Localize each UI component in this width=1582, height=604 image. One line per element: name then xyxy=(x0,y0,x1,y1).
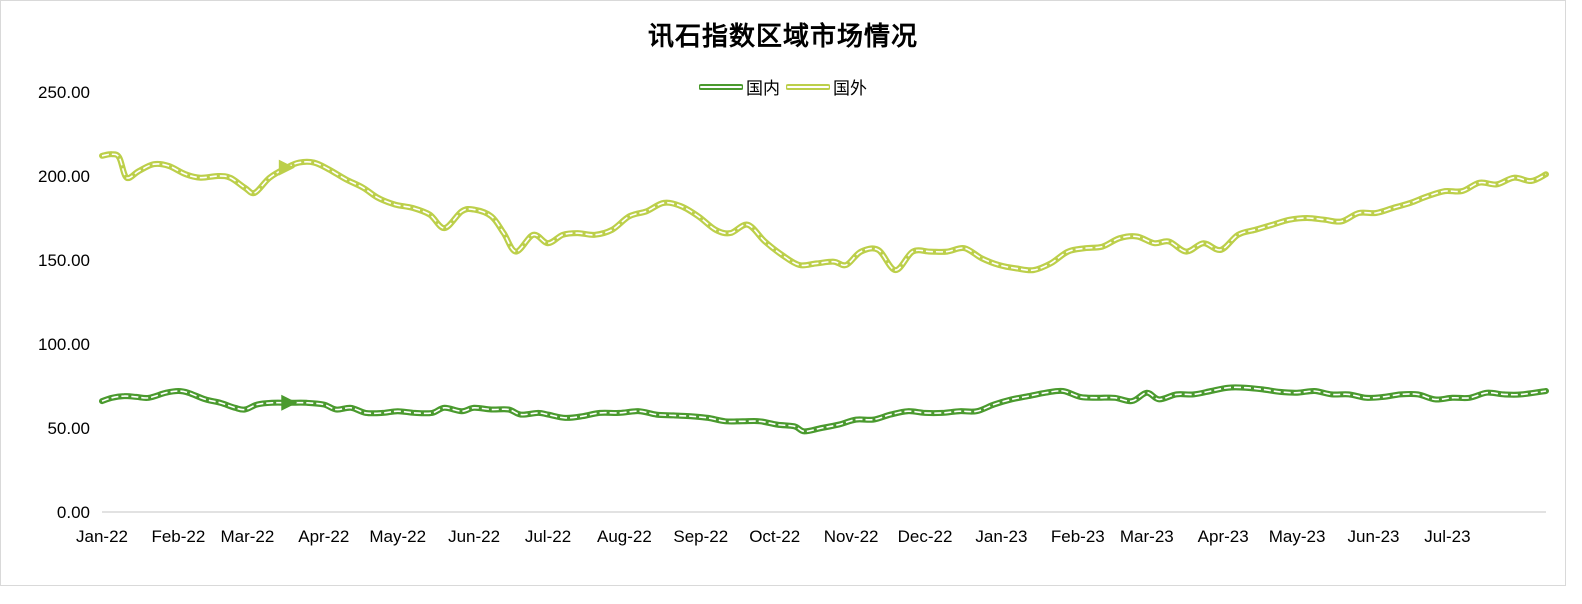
x-tick-label: Dec-22 xyxy=(898,527,953,546)
x-tick-label: Aug-22 xyxy=(597,527,652,546)
legend-item-domestic: 国内 xyxy=(699,74,780,99)
x-tick-label: Jul-22 xyxy=(525,527,571,546)
legend-swatch-domestic xyxy=(699,83,743,90)
x-tick-label: Feb-23 xyxy=(1051,527,1105,546)
x-tick-label: Oct-22 xyxy=(749,527,800,546)
series-line-inner-foreign xyxy=(101,153,1547,272)
x-tick-label: Mar-22 xyxy=(220,527,274,546)
y-tick-label: 0.00 xyxy=(57,503,90,522)
x-tick-label: Apr-23 xyxy=(1198,527,1249,546)
x-tick-label: Apr-22 xyxy=(298,527,349,546)
y-tick-label: 50.00 xyxy=(47,419,90,438)
y-tick-label: 250.00 xyxy=(38,83,90,102)
x-tick-label: Nov-22 xyxy=(824,527,879,546)
legend-item-foreign: 国外 xyxy=(786,74,867,99)
series-marker-domestic xyxy=(281,394,298,411)
series-line-inner-domestic xyxy=(101,386,1547,433)
x-axis-ticks: Jan-22 Feb-22 Mar-22 Apr-22 May-22 Jun-22 Jul-… xyxy=(76,527,1471,546)
y-tick-label: 150.00 xyxy=(38,251,90,270)
x-tick-label: Jan-22 xyxy=(76,527,128,546)
x-tick-label: May-22 xyxy=(369,527,426,546)
legend-swatch-foreign xyxy=(786,83,830,90)
x-tick-label: Jul-23 xyxy=(1424,527,1470,546)
chart-title: 讯石指数区域市场情况 xyxy=(647,22,918,52)
x-tick-label: Jun-23 xyxy=(1348,527,1400,546)
legend: 国内 国外 xyxy=(0,74,1566,99)
x-tick-label: Sep-22 xyxy=(673,527,728,546)
x-tick-label: Feb-22 xyxy=(151,527,205,546)
x-tick-label: Jan-23 xyxy=(975,527,1027,546)
x-tick-label: Jun-22 xyxy=(448,527,500,546)
y-tick-label: 100.00 xyxy=(38,335,90,354)
x-tick-label: May-23 xyxy=(1269,527,1326,546)
chart-frame xyxy=(0,0,1566,586)
legend-label-foreign: 国外 xyxy=(833,79,867,99)
x-tick-label: Mar-23 xyxy=(1120,527,1174,546)
series-marker-foreign xyxy=(278,159,295,176)
series-line-foreign xyxy=(99,151,1549,274)
line-chart: 0.00 50.00 100.00 150.00 200.00 250.00 Jan-22… xyxy=(38,83,1549,546)
y-axis-ticks: 0.00 50.00 100.00 150.00 200.00 250.00 xyxy=(38,83,90,522)
y-tick-label: 200.00 xyxy=(38,167,90,186)
series-layer xyxy=(99,151,1549,435)
legend-label-domestic: 国内 xyxy=(746,79,780,99)
